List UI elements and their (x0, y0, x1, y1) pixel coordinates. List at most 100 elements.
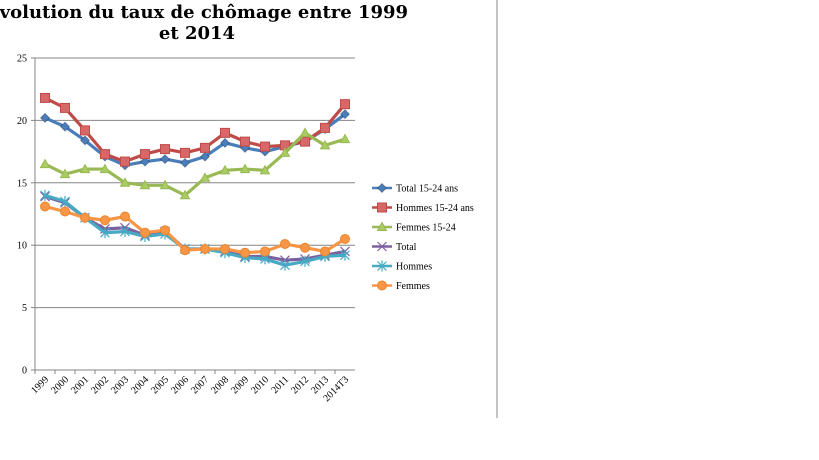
legend-item: Femmes (372, 280, 430, 292)
data-point (299, 127, 311, 137)
data-point (319, 139, 331, 150)
legend-item: Total (372, 241, 417, 253)
x-tick-label: 2002 (89, 374, 111, 396)
series-femmes (40, 201, 350, 258)
data-point (159, 179, 171, 190)
data-point (180, 147, 190, 158)
x-tick-label: 2003 (109, 374, 131, 396)
data-point (300, 255, 310, 267)
data-point (260, 246, 270, 257)
x-tick-label: 2004 (129, 374, 151, 396)
data-point (280, 238, 290, 249)
data-point (140, 149, 150, 160)
legend-marker (377, 260, 387, 272)
y-tick-label: 15 (17, 178, 27, 189)
data-point (340, 249, 350, 261)
y-tick-label: 5 (22, 303, 27, 314)
data-point (199, 151, 211, 162)
data-point (160, 144, 170, 155)
data-point (239, 163, 251, 174)
data-point (240, 247, 250, 258)
data-point (39, 158, 51, 169)
data-point (340, 233, 350, 244)
data-point (60, 102, 70, 113)
data-point (139, 179, 151, 190)
x-tick-label: 2012 (289, 374, 311, 396)
y-tick-label: 25 (17, 54, 27, 65)
series-femmes-15-24 (39, 127, 351, 200)
data-point (160, 225, 170, 236)
data-point (219, 137, 231, 149)
y-tick-label: 10 (17, 241, 27, 252)
data-point (260, 141, 270, 152)
data-point (159, 153, 171, 165)
data-point (179, 157, 191, 169)
data-point (120, 211, 130, 222)
data-point (180, 245, 190, 256)
legend-marker (376, 221, 388, 231)
x-tick-label: 2008 (209, 374, 231, 396)
data-point (139, 156, 151, 167)
y-tick-label: 0 (22, 366, 27, 377)
x-tick-label: 2011 (269, 374, 291, 396)
data-point (320, 122, 330, 133)
data-point (100, 227, 110, 239)
legend-marker (377, 280, 387, 291)
chart-title-line: Evolution du taux de chômage entre 1999 (0, 2, 408, 23)
data-point (79, 163, 91, 174)
x-tick-label: 2000 (49, 374, 71, 396)
data-point (120, 156, 130, 167)
data-point (40, 92, 50, 103)
legend-item: Hommes 15-24 ans (372, 202, 474, 214)
data-point (279, 147, 291, 157)
legend-marker (377, 241, 387, 252)
data-point (39, 112, 51, 124)
legend-label: Total (396, 242, 417, 253)
legend-label: Hommes 15-24 ans (396, 203, 474, 214)
data-point (40, 189, 50, 201)
legend-label: Femmes 15-24 (396, 223, 456, 234)
series-line (44, 204, 346, 255)
chart-title-line: et 2014 (159, 23, 235, 44)
data-point (99, 163, 111, 174)
data-point (199, 172, 211, 182)
data-point (119, 177, 131, 187)
data-point (220, 243, 230, 254)
data-point (300, 242, 310, 253)
legend-label: Hommes (396, 262, 432, 273)
x-tick-label: 2001 (69, 374, 91, 396)
series-line (44, 193, 346, 267)
x-tick-label: 2007 (189, 374, 211, 396)
data-point (179, 189, 191, 200)
data-point (140, 227, 150, 238)
data-point (339, 108, 351, 120)
x-tick-label: 2005 (149, 374, 171, 396)
data-point (220, 127, 230, 138)
data-point (80, 212, 90, 223)
legend-marker (377, 202, 387, 213)
data-point (200, 142, 210, 153)
legend-item: Femmes 15-24 (372, 221, 456, 234)
series-hommes-15-24-ans (40, 92, 350, 167)
data-point (280, 259, 290, 271)
y-tick-label: 20 (17, 116, 27, 127)
series-line (44, 131, 346, 197)
data-point (200, 243, 210, 254)
data-point (100, 215, 110, 226)
x-tick-label: 2006 (169, 374, 191, 396)
data-point (320, 246, 330, 257)
data-point (79, 135, 91, 146)
x-tick-label: 2010 (249, 374, 271, 396)
data-point (339, 133, 351, 144)
series-total (40, 191, 350, 266)
data-point (219, 164, 231, 175)
data-point (120, 225, 130, 237)
data-point (59, 168, 71, 179)
legend-item: Hommes (372, 260, 432, 273)
legend-item: Total 15-24 ans (372, 182, 458, 195)
data-point (59, 121, 71, 132)
data-point (100, 149, 110, 160)
data-point (80, 125, 90, 136)
